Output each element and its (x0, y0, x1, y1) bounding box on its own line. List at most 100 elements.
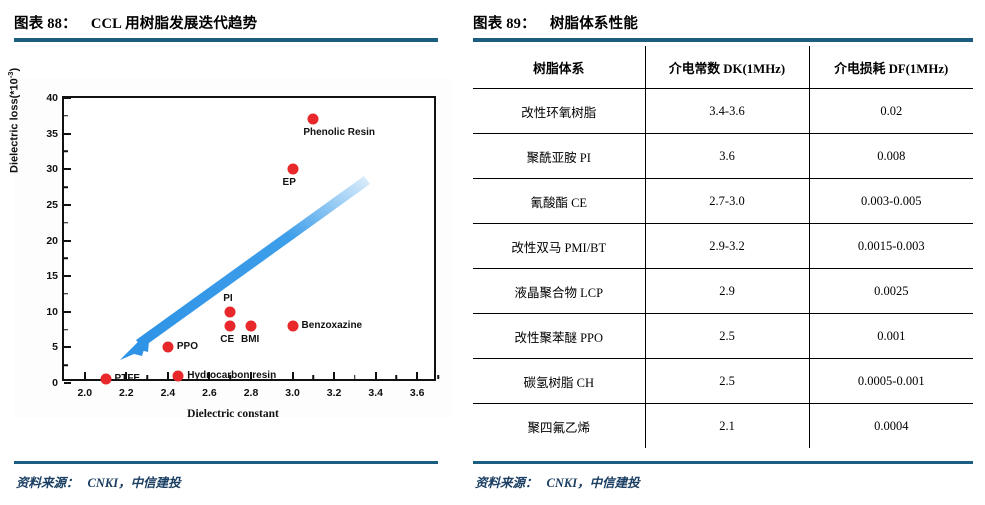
x-axis-tick-4: 2.8 (243, 387, 259, 399)
x-axis-tick-mark-3 (208, 372, 211, 379)
table-header-cell-0: 树脂体系 (473, 46, 646, 89)
data-point-label-ep: EP (282, 177, 296, 189)
table-cell-r4-c2: 0.0025 (808, 268, 973, 314)
table-header-row: 树脂体系 介电常数 DK(1MHz) 介电损耗 DF(1MHz) (473, 46, 973, 89)
y-axis-minor-tick-4 (64, 221, 68, 224)
exhibit-88-title-text: CCL 用树脂发展迭代趋势 (90, 16, 258, 32)
exhibit-89-number: 图表 89： (473, 16, 536, 32)
chart-plot-area: 0 5 10 15 20 25 30 35 40 2.0 2.2 2.4 2.6 2.8 3.0 3.2 3.4… (46, 92, 439, 399)
data-point-label-hydrocarbon-resin: Hydrocarbon resin (187, 369, 277, 381)
data-point-label-ptfe: PTFE (114, 373, 141, 385)
y-axis-minor-tick-5 (64, 186, 68, 188)
x-axis-minor-tick-6 (354, 375, 356, 379)
chart-x-axis-label: Dielectric constant (187, 408, 279, 420)
y-axis-minor-tick-2 (64, 293, 68, 295)
table-header-cell-2: 介电损耗 DF(1MHz) (808, 46, 973, 89)
y-axis-minor-tick-6 (64, 150, 68, 153)
exhibit-89-source-label: 资料来源： (475, 476, 538, 490)
table-row: 氰酸酯 CE 2.7-3.0 0.003-0.005 (473, 178, 973, 224)
data-point-label-ppo: PPO (176, 341, 198, 353)
exhibit-88-source-label: 资料来源： (16, 476, 79, 490)
y-axis-tick-mark-1 (64, 346, 71, 349)
exhibit-89-source-value: CNKI，中信建投 (546, 476, 640, 490)
y-axis-tick-3: 15 (46, 270, 58, 283)
x-axis-tick-mark-6 (333, 372, 336, 379)
x-axis-tick-2: 2.4 (160, 387, 176, 399)
y-axis-tick-4: 20 (46, 234, 58, 247)
data-point-benzoxazine (287, 320, 299, 332)
y-axis-tick-mark-5 (64, 203, 71, 206)
y-axis-minor-tick-3 (64, 257, 68, 260)
table-cell-r7-c2: 0.0004 (808, 403, 973, 448)
x-axis-tick-mark-1 (125, 372, 128, 379)
table-cell-r6-c0: 碳氢树脂 CH (473, 358, 646, 404)
x-axis-tick-8: 3.6 (409, 387, 425, 399)
table-cell-r5-c1: 2.5 (644, 313, 810, 359)
x-axis-tick-6: 3.2 (326, 387, 342, 399)
trend-arrow-icon (120, 176, 370, 360)
exhibit-89-panel: 图表 89： 树脂体系性能 树脂体系 介电常数 DK(1MHz) 介电损耗 DF(1M… (459, 0, 985, 505)
exhibit-88-panel: 图表 88： CCL 用树脂发展迭代趋势 Dielectric loss(*10-… (0, 0, 452, 505)
x-axis-tick-mark-2 (166, 372, 169, 379)
y-axis-tick-2: 10 (46, 305, 58, 318)
y-axis-label-base: Dielectric loss(*10 (8, 78, 21, 173)
table-cell-r1-c0: 聚酰亚胺 PI (473, 133, 646, 179)
table-cell-r6-c2: 0.0005-0.001 (808, 358, 973, 404)
exhibit-89-title-text: 树脂体系性能 (549, 16, 639, 32)
dielectric-scatter-chart: Dielectric loss(*10-3) (6, 68, 452, 420)
x-axis-tick-3: 2.6 (202, 387, 217, 399)
exhibit-88-bottom-rule (14, 461, 438, 464)
table-cell-r7-c0: 聚四氟乙烯 (473, 403, 646, 448)
table-cell-r3-c2: 0.0015-0.003 (808, 223, 973, 269)
table-cell-r2-c1: 2.7-3.0 (644, 178, 810, 224)
x-axis-minor-tick-8 (437, 375, 439, 379)
exhibit-89-source: 资料来源： CNKI，中信建投 (475, 472, 640, 491)
x-axis-minor-tick-1 (146, 375, 148, 379)
data-point-label-benzoxazine: Benzoxazine (301, 320, 363, 331)
y-axis-minor-tick-7 (64, 115, 68, 117)
data-point-label-pi: PI (223, 292, 233, 304)
y-axis-label-tail: ) (8, 67, 21, 72)
data-point-ppo (162, 341, 174, 353)
x-axis-tick-0: 2.0 (77, 387, 93, 399)
x-axis-tick-1: 2.2 (119, 387, 134, 399)
exhibit-89-bottom-rule (473, 461, 973, 464)
data-point-bmi (245, 320, 257, 332)
y-axis-tick-mark-3 (64, 275, 71, 278)
y-axis-tick-8: 40 (46, 92, 58, 104)
y-axis-minor-tick-1 (64, 328, 68, 331)
data-point-label-bmi: BMI (241, 334, 260, 345)
data-point-ce (224, 320, 236, 332)
table-row: 碳氢树脂 CH 2.5 0.0005-0.001 (473, 358, 973, 404)
table-cell-r0-c2: 0.02 (808, 88, 973, 134)
y-axis-tick-mark-7 (64, 132, 71, 135)
table-cell-r2-c2: 0.003-0.005 (808, 178, 973, 224)
table-cell-r5-c2: 0.001 (808, 313, 973, 359)
y-axis-tick-mark-6 (64, 168, 71, 171)
table-cell-r2-c0: 氰酸酯 CE (473, 178, 646, 224)
table-cell-r1-c2: 0.008 (808, 133, 973, 179)
exhibit-88-source-value: CNKI，中信建投 (87, 476, 181, 490)
table-cell-r6-c1: 2.5 (644, 358, 810, 404)
data-point-hydrocarbon-resin (172, 370, 184, 382)
table-row: 液晶聚合物 LCP 2.9 0.0025 (473, 268, 973, 314)
y-axis-tick-5: 25 (46, 198, 58, 211)
table-cell-r3-c1: 2.9-3.2 (644, 223, 810, 269)
table-body: 改性环氧树脂 3.4-3.6 0.02 聚酰亚胺 PI 3.6 0.008 氰酸酯 CE 2.… (473, 88, 973, 448)
table-row: 改性聚苯醚 PPO 2.5 0.001 (473, 313, 973, 359)
exhibit-88-number: 图表 88： (14, 16, 77, 32)
x-axis-tick-mark-4 (250, 372, 252, 379)
x-axis-tick-mark-8 (416, 372, 419, 379)
x-axis-tick-7: 3.4 (368, 387, 383, 399)
exhibit-89-title: 图表 89： 树脂体系性能 (473, 12, 985, 33)
data-point-pi (224, 306, 236, 318)
table-cell-r0-c0: 改性环氧树脂 (473, 88, 646, 134)
data-point-ptfe (100, 373, 112, 385)
data-point-ep (287, 163, 299, 175)
y-axis-tick-6: 30 (46, 163, 58, 176)
y-axis-tick-7: 35 (46, 127, 58, 140)
y-axis-tick-mark-4 (64, 239, 71, 242)
data-point-label-ce: CE (220, 334, 235, 345)
x-axis-minor-tick-3 (229, 375, 231, 379)
